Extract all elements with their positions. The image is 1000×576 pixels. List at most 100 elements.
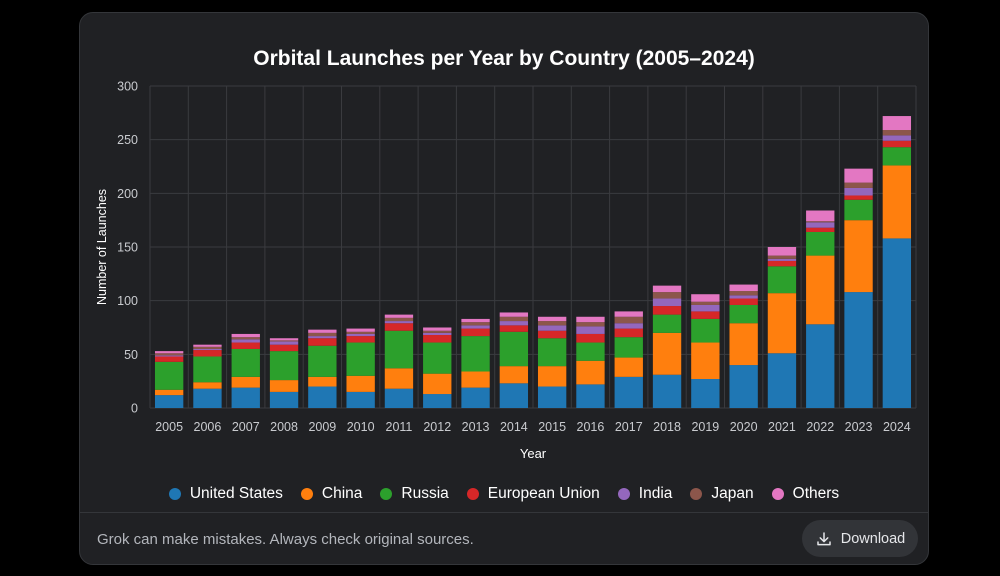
bar-segment	[844, 168, 873, 183]
legend-swatch	[617, 488, 630, 500]
x-tick-label: 2010	[347, 420, 375, 434]
bar-segment	[614, 323, 643, 329]
x-axis-label: Year	[520, 446, 547, 461]
bar-segment	[231, 333, 260, 338]
bar-segment	[806, 324, 835, 408]
bar-segment	[269, 351, 299, 381]
bar-segment	[423, 332, 452, 336]
bar-segment	[882, 147, 912, 166]
bar-segment	[767, 260, 797, 267]
bar-segment	[346, 391, 375, 408]
bar-segment	[882, 238, 912, 408]
bar-segment	[269, 391, 299, 408]
bar-segment	[308, 338, 337, 346]
bar-segment	[231, 339, 260, 343]
bar-segment	[614, 376, 643, 408]
bar-segment	[154, 351, 184, 354]
bar-segment	[384, 321, 414, 324]
bar-segment	[461, 328, 490, 337]
legend-label: China	[321, 485, 363, 502]
bar-segment	[614, 328, 643, 338]
bar-segment	[423, 373, 452, 395]
bar-segment	[423, 394, 452, 408]
legend-swatch	[380, 488, 393, 500]
bar-segment	[308, 345, 337, 377]
bar-segment	[384, 323, 414, 331]
bar-segment	[576, 360, 605, 385]
bar-segment	[269, 338, 299, 341]
bar-segment	[499, 316, 529, 322]
legend-swatch	[466, 488, 479, 500]
bar-segment	[806, 255, 835, 325]
bar-segment	[231, 376, 260, 388]
bar-segment	[844, 195, 873, 200]
bar-segment	[346, 375, 375, 392]
bar-segment	[499, 312, 529, 317]
legend-item: United States	[168, 485, 283, 503]
x-tick-label: 2018	[653, 420, 681, 434]
bar-segment	[537, 338, 567, 367]
legend-label: Japan	[711, 485, 754, 502]
bar-segment	[346, 342, 375, 376]
legend-label: United States	[189, 485, 283, 502]
bar-segment	[231, 337, 260, 340]
bar-segment	[691, 318, 720, 343]
bar-segment	[346, 328, 375, 332]
bar-segment	[269, 344, 299, 352]
bar-segment	[729, 323, 758, 366]
bar-segment	[576, 316, 605, 323]
y-tick-label: 250	[117, 133, 138, 147]
bar-segment	[806, 222, 835, 228]
bar-segment	[154, 355, 184, 357]
y-axis-label: Number of Launches	[95, 189, 109, 305]
bar-segment	[882, 140, 912, 148]
download-button[interactable]: Download	[802, 520, 918, 557]
bar-segment	[308, 376, 337, 387]
legend-item: India	[617, 485, 672, 503]
bar-segment	[652, 298, 682, 307]
chart-legend: United States China Russia European Union In…	[80, 485, 928, 503]
legend-label: Russia	[401, 485, 449, 502]
bar-segment	[844, 199, 873, 221]
bar-segment	[767, 266, 797, 294]
download-label: Download	[840, 530, 906, 547]
bar-segment	[193, 382, 222, 389]
bar-segment	[499, 321, 529, 326]
legend-item: Russia	[380, 485, 449, 503]
legend-item: European Union	[466, 485, 600, 503]
bar-segment	[461, 325, 490, 329]
bar-segment	[614, 357, 643, 377]
bar-segment	[461, 322, 490, 326]
bar-segment	[691, 304, 720, 312]
bar-segment	[269, 341, 299, 345]
bar-segment	[537, 316, 567, 322]
x-tick-label: 2006	[194, 420, 222, 434]
bar-segment	[652, 332, 682, 375]
bar-segment	[231, 342, 260, 349]
legend-label: European Union	[487, 485, 600, 502]
bar-segment	[729, 295, 758, 299]
bar-segment	[767, 353, 797, 408]
bar-segment	[844, 292, 873, 408]
bar-segment	[806, 227, 835, 232]
bar-segment	[346, 336, 375, 343]
legend-swatch	[300, 488, 313, 500]
bar-segment	[537, 330, 567, 339]
bar-segment	[614, 316, 643, 324]
bar-segment	[384, 317, 414, 322]
bar-segment	[767, 255, 797, 259]
bar-segment	[193, 356, 222, 383]
bar-segment	[652, 374, 682, 408]
x-tick-label: 2011	[386, 420, 413, 434]
bar-segment	[231, 348, 260, 377]
legend-label: Others	[792, 485, 840, 502]
bar-segment	[423, 327, 452, 331]
x-tick-label: 2005	[155, 420, 183, 434]
bar-segment	[652, 314, 682, 333]
bar-segment	[461, 387, 490, 408]
bar-segment	[882, 116, 912, 131]
x-tick-label: 2016	[577, 420, 605, 434]
legend-swatch	[690, 488, 703, 500]
x-tick-label: 2009	[308, 420, 336, 434]
bar-segment	[461, 336, 490, 372]
